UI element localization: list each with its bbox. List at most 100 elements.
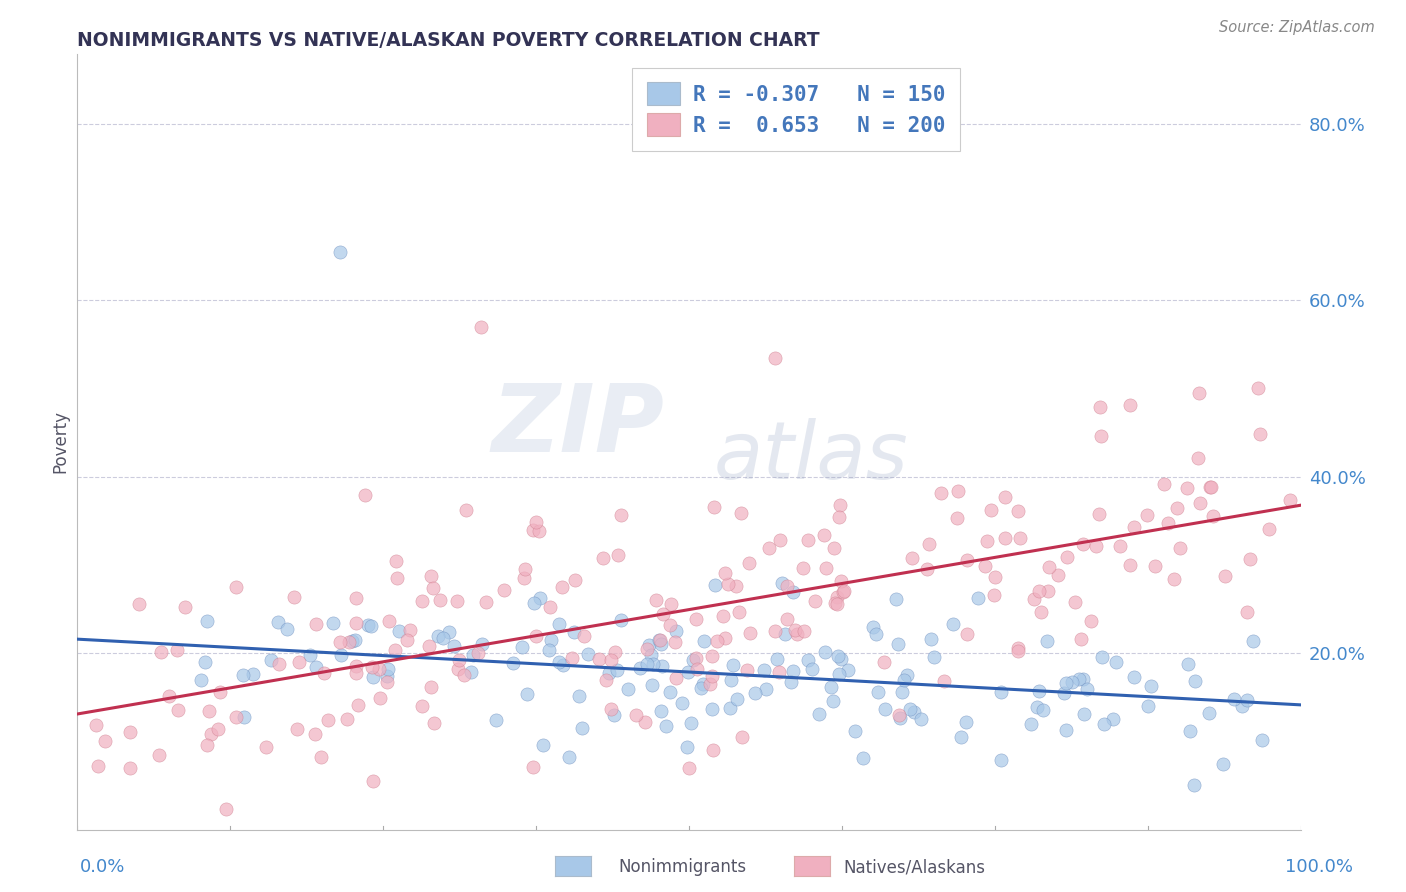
Point (827, 649, 849, 664)
Point (215, 802, 238, 816)
Point (387, 571, 409, 585)
Point (735, 663, 758, 677)
Point (561, 651, 583, 665)
Point (1071, 537, 1094, 551)
Point (200, 726, 222, 740)
Point (443, 639, 465, 653)
Point (522, 523, 544, 537)
Point (1236, 605, 1258, 619)
Point (782, 584, 804, 599)
Point (1187, 450, 1209, 465)
Point (679, 716, 702, 731)
Point (1136, 699, 1159, 714)
Point (813, 528, 835, 542)
Point (322, 615, 344, 630)
Point (648, 632, 671, 647)
Point (776, 612, 799, 626)
Point (595, 673, 617, 687)
Point (344, 632, 367, 647)
Point (1007, 640, 1029, 655)
Point (1157, 516, 1180, 530)
Point (898, 701, 921, 715)
Point (314, 665, 336, 680)
Point (700, 649, 723, 664)
Point (120, 761, 142, 775)
Point (714, 566, 737, 581)
Point (665, 624, 688, 638)
Point (980, 503, 1002, 517)
Point (377, 669, 399, 683)
Point (607, 548, 630, 562)
Point (1067, 672, 1090, 686)
Point (510, 640, 533, 655)
Point (432, 631, 454, 645)
Point (868, 685, 890, 699)
Point (592, 550, 614, 565)
Point (728, 606, 751, 620)
Point (1109, 539, 1132, 553)
Point (889, 711, 911, 725)
Point (340, 634, 363, 648)
Point (385, 554, 408, 568)
Point (814, 561, 837, 575)
Point (610, 613, 633, 627)
Y-axis label: Poverty: Poverty (51, 410, 69, 473)
Text: Nonimmigrants: Nonimmigrants (619, 858, 747, 876)
Point (852, 751, 875, 765)
Point (1251, 733, 1274, 747)
Point (411, 594, 433, 608)
Point (388, 624, 411, 639)
Point (1028, 683, 1050, 698)
Point (337, 634, 360, 648)
Point (572, 629, 595, 643)
Point (94, 734, 117, 748)
Text: ZIP: ZIP (492, 380, 665, 472)
Point (551, 580, 574, 594)
Point (460, 665, 482, 680)
Point (1088, 508, 1111, 522)
Point (1199, 480, 1222, 494)
Point (976, 534, 998, 549)
Point (609, 508, 631, 522)
Point (558, 750, 581, 764)
Point (285, 722, 308, 736)
Point (309, 750, 332, 764)
Point (628, 660, 651, 674)
Point (1212, 756, 1234, 771)
Point (1054, 723, 1077, 737)
Point (711, 609, 734, 624)
Point (360, 619, 382, 633)
Point (603, 708, 626, 723)
Point (377, 662, 399, 676)
Point (347, 698, 370, 712)
Point (922, 650, 945, 665)
Point (685, 611, 707, 625)
Point (793, 624, 815, 639)
Point (903, 705, 925, 719)
Point (1054, 675, 1077, 690)
Point (920, 632, 942, 647)
Point (766, 652, 789, 666)
Point (1032, 703, 1054, 717)
Point (828, 499, 851, 513)
Point (974, 559, 997, 574)
Point (447, 663, 470, 677)
Point (1123, 520, 1146, 534)
Point (671, 696, 693, 710)
Point (605, 663, 627, 677)
Point (242, 667, 264, 681)
Point (828, 509, 851, 524)
Point (538, 599, 561, 614)
Point (149, 645, 172, 659)
Point (1198, 706, 1220, 720)
Point (873, 702, 896, 716)
Point (523, 596, 546, 610)
Point (685, 663, 707, 677)
Point (636, 657, 658, 672)
Point (484, 713, 506, 727)
Point (1090, 429, 1112, 443)
Point (990, 685, 1012, 699)
Point (862, 620, 884, 634)
Point (637, 639, 659, 653)
Point (769, 533, 792, 548)
